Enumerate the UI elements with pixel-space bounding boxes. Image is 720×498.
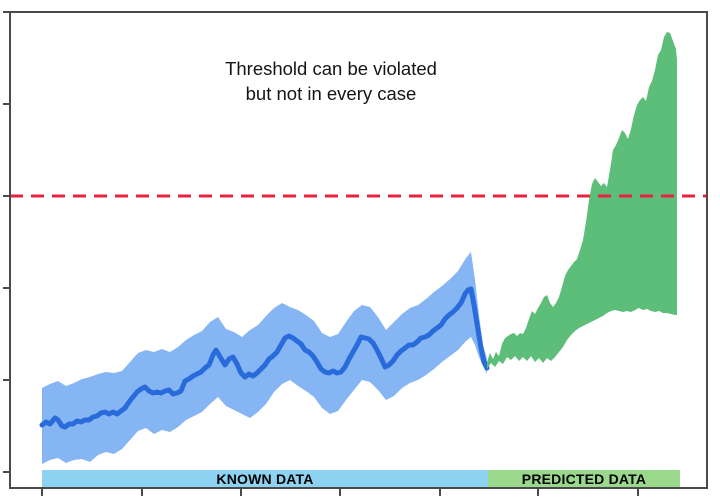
threshold-annotation: Threshold can be violated but not in eve… — [225, 56, 437, 106]
known-confidence-band — [42, 252, 487, 464]
known-data-label: KNOWN DATA — [216, 470, 314, 487]
predicted-data-bar: PREDICTED DATA — [488, 470, 680, 487]
threshold-annotation-line2: but not in every case — [245, 83, 417, 104]
known-data-bar: KNOWN DATA — [42, 470, 488, 487]
threshold-annotation-line1: Threshold can be violated — [225, 58, 437, 79]
known-mean-line — [39, 286, 490, 430]
predicted-range-area — [487, 32, 677, 369]
predicted-data-label: PREDICTED DATA — [521, 470, 647, 487]
plot-border — [9, 11, 708, 489]
